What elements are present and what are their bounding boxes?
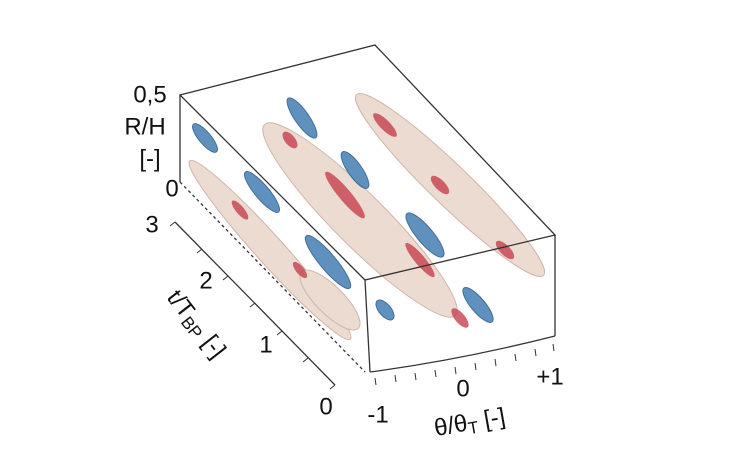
isosurfaces [188, 93, 546, 341]
vertical-tick-label: 0,5 [133, 81, 166, 108]
horizontal-axis-sub: T [467, 418, 481, 439]
vertical-axis-label: R/H [124, 113, 165, 140]
depth-tick-label: 3 [145, 211, 158, 238]
horizontal-tick-label: -1 [367, 401, 388, 428]
vertical-axis-unit: [-] [139, 145, 160, 172]
horizontal-tick-label: 0 [456, 375, 469, 402]
horizontal-axis-title: θ/θT [-] [432, 403, 508, 444]
vertical-tick-label: 0 [165, 175, 178, 202]
horizontal-axis-unit: [-] [482, 403, 508, 433]
depth-tick-label: 1 [259, 331, 272, 358]
depth-tick-label: 2 [199, 267, 212, 294]
horizontal-tick-label: +1 [536, 363, 563, 390]
horizontal-axis-label: θ/θ [432, 410, 470, 442]
depth-axis-title: t/TBP [-] [159, 285, 230, 365]
axis-ticks [169, 221, 555, 390]
depth-tick-label: 0 [319, 393, 332, 420]
bounding-box [178, 44, 557, 373]
